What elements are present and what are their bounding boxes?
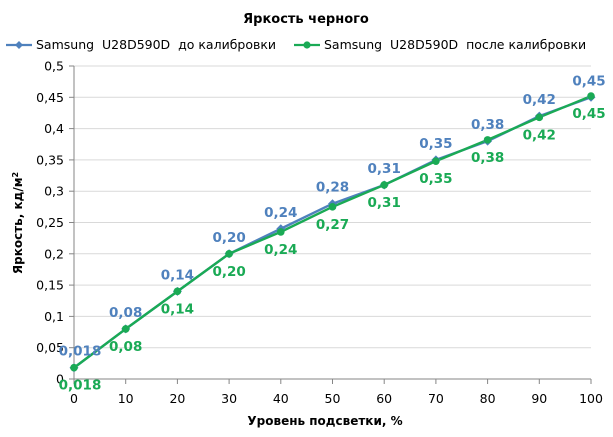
series-markers — [69, 92, 596, 373]
legend-marker-diamond — [15, 41, 23, 49]
data-label: 0,45 — [572, 106, 605, 122]
y-tick-label: 0,4 — [44, 121, 64, 136]
data-point-marker — [535, 113, 544, 122]
x-tick-label: 0 — [70, 391, 78, 406]
y-axis-label-text: Яркость, кд/м — [11, 177, 25, 274]
x-tick-label: 30 — [221, 391, 237, 406]
x-tick-label: 100 — [579, 391, 603, 406]
y-tick-label: 0,15 — [36, 278, 64, 293]
y-tick-label: 0,5 — [44, 59, 64, 74]
data-label: 0,24 — [264, 205, 297, 221]
x-tick-label: 40 — [273, 391, 289, 406]
data-point-marker — [328, 203, 337, 211]
data-label: 0,08 — [109, 339, 142, 355]
data-point-marker — [121, 325, 130, 333]
x-axis-label: Уровень подсветки, % — [247, 414, 402, 428]
data-point-marker — [587, 92, 595, 100]
data-point-marker — [483, 136, 492, 144]
data-point-marker — [277, 228, 285, 236]
y-tick-label: 0,05 — [36, 340, 64, 355]
legend: Samsung U28D590D до калибровки Samsung U… — [6, 37, 586, 52]
data-label: 0,28 — [316, 180, 349, 196]
y-tick-label: 0,1 — [44, 309, 64, 324]
data-label: 0,45 — [572, 73, 605, 89]
axes — [69, 65, 592, 384]
y-tick-label: 0,3 — [44, 184, 64, 199]
data-label: 0,018 — [59, 378, 102, 394]
y-tick-labels: 0 0,05 0,1 0,15 0,2 0,25 0,3 0,35 0,4 0,45 0,5 — [36, 59, 64, 387]
x-tick-label: 90 — [531, 391, 547, 406]
x-tick-label: 20 — [169, 391, 185, 406]
data-labels: 0,018 0,08 0,14 0,20 0,24 0,28 0,31 0,35 0,38 0,4… — [59, 73, 606, 393]
x-tick-label: 70 — [428, 391, 444, 406]
data-label: 0,31 — [368, 195, 401, 211]
legend-label-series-1: Samsung U28D590D до калибровки — [36, 37, 276, 52]
legend-entry-series-1: Samsung U28D590D до калибровки — [6, 37, 276, 52]
data-label: 0,20 — [212, 264, 245, 280]
y-axis-label: Яркость, кд/м2 — [11, 172, 26, 274]
y-tick-label: 0,45 — [36, 90, 64, 105]
data-label: 0,20 — [212, 230, 245, 246]
gridlines — [74, 65, 591, 349]
data-label: 0,14 — [161, 267, 194, 283]
data-label: 0,14 — [161, 301, 194, 317]
data-label: 0,24 — [264, 242, 297, 258]
data-label: 0,08 — [109, 305, 142, 321]
x-tick-label: 60 — [376, 391, 392, 406]
data-label: 0,018 — [59, 344, 102, 360]
data-point-marker — [380, 181, 389, 189]
y-tick-label: 0,2 — [44, 246, 64, 261]
x-tick-label: 10 — [118, 391, 134, 406]
data-label: 0,35 — [419, 136, 452, 152]
data-label: 0,35 — [419, 171, 452, 187]
data-label: 0,27 — [316, 217, 349, 233]
y-tick-label: 0,25 — [36, 215, 64, 230]
data-point-marker — [173, 287, 182, 296]
chart-title: Яркость черного — [243, 12, 369, 27]
data-label: 0,31 — [368, 161, 401, 177]
y-tick-label: 0,35 — [36, 152, 64, 167]
y-tick-label: 0 — [56, 372, 64, 387]
legend-entry-series-2: Samsung U28D590D после калибровки — [294, 37, 586, 52]
y-axis-label-superscript: 2 — [11, 172, 20, 178]
legend-label-series-2: Samsung U28D590D после калибровки — [324, 37, 586, 52]
x-tick-label: 50 — [325, 391, 341, 406]
data-label: 0,38 — [471, 117, 504, 133]
data-point-marker — [432, 157, 440, 165]
data-point-marker — [70, 363, 78, 372]
x-tick-label: 80 — [480, 391, 496, 406]
data-label: 0,38 — [471, 150, 504, 166]
data-label: 0,42 — [523, 92, 556, 108]
data-point-marker — [225, 250, 233, 258]
x-tick-labels: 0 10 20 30 40 50 60 70 80 90 100 — [70, 391, 603, 406]
legend-marker-circle — [303, 41, 311, 49]
data-label: 0,42 — [523, 127, 556, 143]
